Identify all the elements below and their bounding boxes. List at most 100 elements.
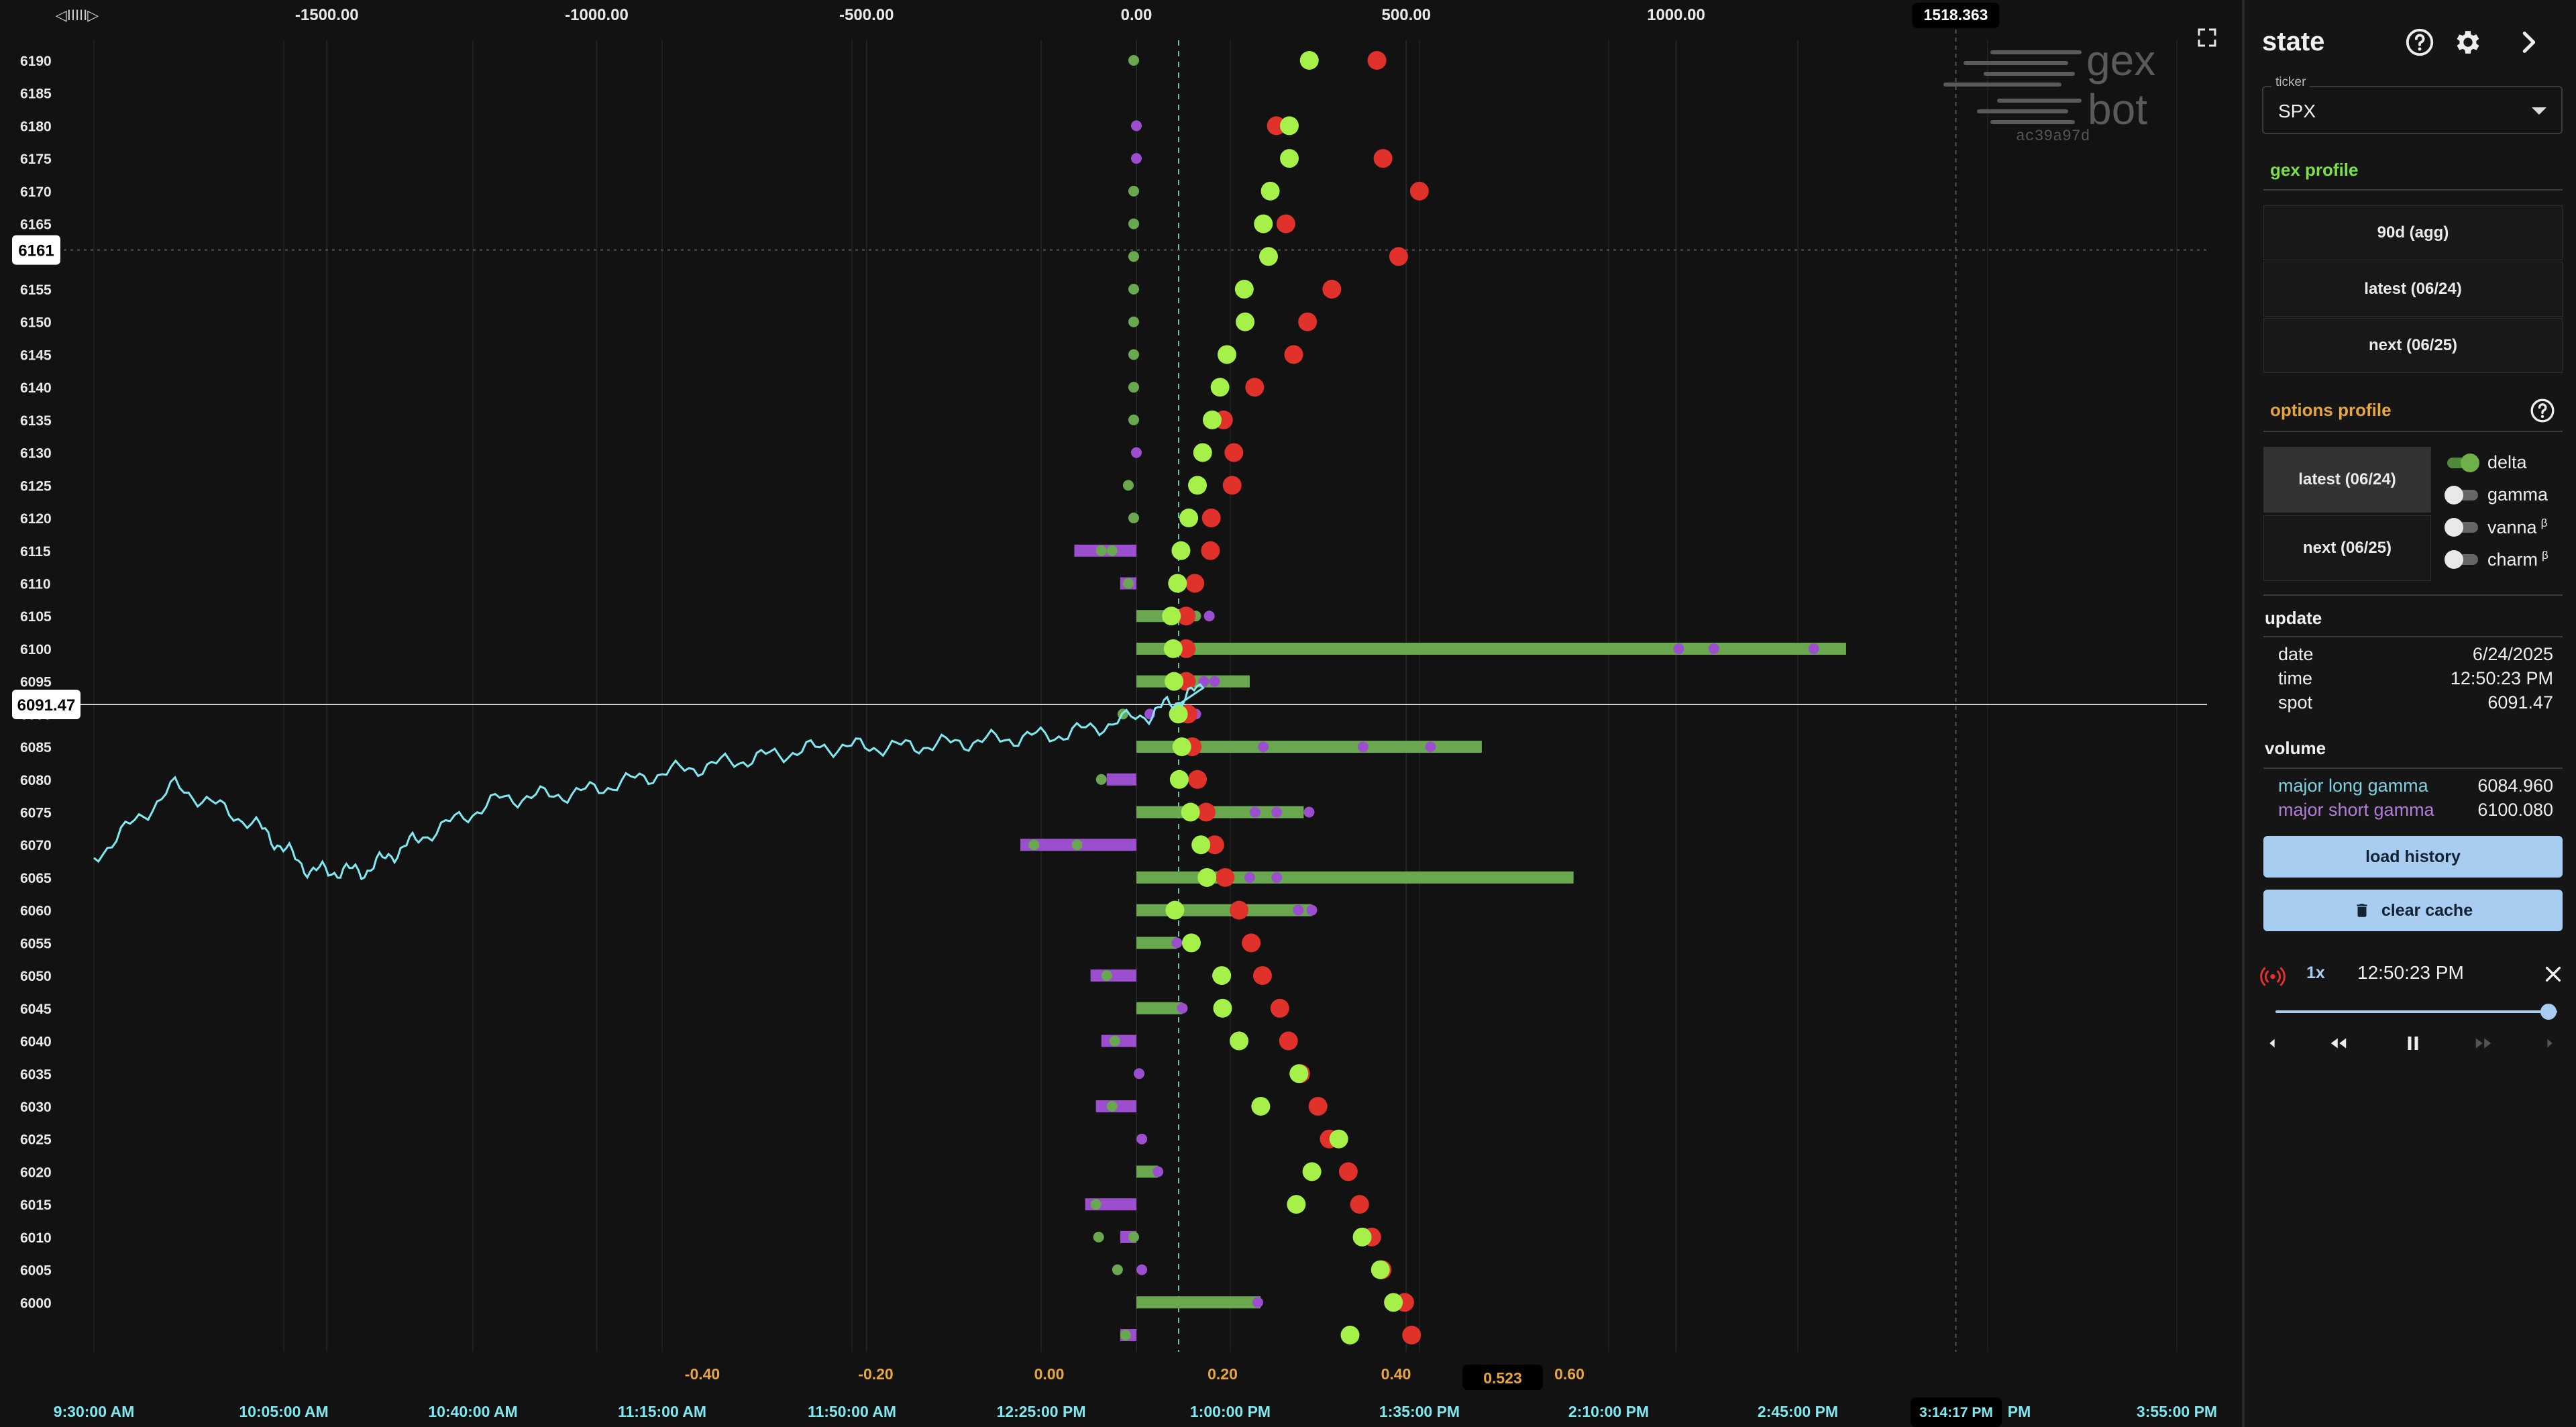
gamma-volume-dot	[1131, 120, 1142, 131]
call-delta-dot	[1384, 1293, 1403, 1312]
put-delta-dot	[1267, 116, 1286, 136]
fullscreen-icon[interactable]	[2195, 25, 2219, 50]
strike-label: 6105	[20, 609, 52, 625]
chart-canvas[interactable]: -1500.00 -1000.00 -500.00 0.00 500.00 1000.00…	[0, 0, 2241, 1427]
toggle-gamma-label: gamma	[2487, 484, 2548, 505]
toggle-vanna[interactable]: vanna β	[2445, 513, 2565, 539]
state-panel: state SPX ticker gex profile 90d (agg) l…	[2242, 0, 2576, 1427]
update-date-row: date 6/24/2025	[2278, 644, 2553, 665]
call-delta-dot	[1213, 998, 1232, 1018]
playback-slider-track[interactable]	[2275, 1004, 2557, 1020]
clear-cache-button[interactable]: clear cache	[2263, 890, 2563, 931]
call-delta-dot	[1165, 900, 1185, 920]
call-delta-dot	[1197, 867, 1217, 887]
gamma-volume-dot	[1271, 806, 1283, 818]
settings-gear-icon[interactable]	[2453, 27, 2483, 58]
load-history-button[interactable]: load history	[2263, 836, 2563, 878]
call-delta-dot	[1254, 214, 1273, 233]
options-next-button[interactable]: next (06/25)	[2263, 515, 2431, 581]
delta-axis-tick-label: -0.20	[858, 1365, 893, 1383]
strike-label: 6070	[20, 838, 52, 853]
call-delta-dot	[1217, 345, 1236, 364]
call-delta-dot	[1371, 1260, 1390, 1279]
strike-label: 6055	[20, 936, 52, 951]
gamma-volume-dot	[1131, 153, 1142, 164]
update-spot-row: spot 6091.47	[2278, 692, 2553, 713]
pause-icon[interactable]	[2403, 1033, 2423, 1053]
divider	[2263, 594, 2563, 596]
strike-label: 6125	[20, 478, 52, 494]
call-delta-dot	[1302, 1162, 1322, 1181]
dropdown-caret-icon	[2532, 107, 2546, 115]
gamma-volume-dot	[1122, 578, 1134, 589]
gex-profile-latest-button[interactable]: latest (06/24)	[2263, 262, 2563, 317]
call-delta-dot	[1169, 770, 1189, 789]
top-axis-marker: 1518.363	[1924, 6, 1988, 23]
gamma-volume-dot	[1122, 480, 1134, 491]
major-short-gamma-value: 6100.080	[2477, 800, 2553, 820]
strike-label: 6150	[20, 315, 52, 331]
help-icon[interactable]	[2404, 27, 2435, 58]
chevron-right-icon[interactable]	[2513, 27, 2544, 58]
playback-controls: 1x 12:50:23 PM	[2245, 953, 2576, 1073]
delta-axis-tick-label: 0.00	[1034, 1365, 1065, 1383]
step-forward-icon[interactable]	[2542, 1036, 2557, 1051]
update-time-value: 12:50:23 PM	[2450, 668, 2553, 688]
top-axis-tick-label: -500.00	[839, 6, 894, 24]
gex-bar	[1136, 1165, 1159, 1178]
call-delta-dot	[1210, 378, 1230, 397]
gamma-volume-dot	[1708, 643, 1719, 654]
toggle-delta[interactable]: delta	[2445, 448, 2565, 475]
call-delta-dot	[1329, 1129, 1348, 1149]
gamma-volume-dot	[1673, 643, 1684, 654]
strike-label: 6020	[20, 1165, 52, 1180]
toggle-gamma[interactable]: gamma	[2445, 480, 2565, 507]
ticker-select[interactable]: SPX	[2262, 86, 2563, 134]
gex-chart[interactable]: -1500.00 -1000.00 -500.00 0.00 500.00 1000.00…	[0, 0, 2241, 1427]
strike-label: 6135	[20, 413, 52, 429]
put-delta-dot	[1402, 1326, 1421, 1344]
price-line	[93, 683, 1205, 881]
call-delta-dot	[1212, 966, 1232, 986]
time-axis-marker: 3:14:17 PM	[1919, 1405, 1993, 1420]
strike-label: 6080	[20, 773, 52, 788]
gamma-volume-dot	[1128, 185, 1139, 197]
playback-time: 12:50:23 PM	[2357, 962, 2464, 983]
time-axis-tick-label: 1:35:00 PM	[1379, 1403, 1460, 1420]
toggle-delta-label: delta	[2487, 452, 2527, 472]
strike-label: 6015	[20, 1198, 52, 1213]
gamma-volume-dot	[1093, 1231, 1104, 1243]
playback-speed-button[interactable]: 1x	[2306, 963, 2325, 982]
gamma-volume-dot	[1128, 316, 1139, 327]
gamma-volume-dot	[1128, 1231, 1139, 1243]
logo-text-gex: gex	[2086, 36, 2155, 85]
gex-profile-next-button[interactable]: next (06/25)	[2263, 318, 2563, 373]
gex-profile-90d-button[interactable]: 90d (agg)	[2263, 205, 2563, 260]
divider	[2263, 431, 2563, 432]
gamma-volume-dot	[1152, 1166, 1164, 1177]
gamma-volume-dot	[1293, 904, 1304, 916]
playback-slider-handle[interactable]	[2540, 1004, 2557, 1020]
live-broadcast-icon[interactable]	[2259, 962, 2286, 989]
gex-bar	[1090, 969, 1136, 982]
put-delta-dot	[1367, 51, 1387, 70]
call-delta-dot	[1172, 737, 1191, 757]
gamma-volume-dot	[1095, 774, 1107, 785]
gamma-volume-dot	[1109, 1035, 1120, 1047]
fast-forward-icon[interactable]	[2471, 1033, 2496, 1053]
toggle-charm[interactable]: charm β	[2445, 545, 2565, 572]
ticker-value: SPX	[2278, 101, 2316, 121]
options-latest-button[interactable]: latest (06/24)	[2263, 447, 2431, 513]
toggle-charm-label: charm	[2487, 549, 2538, 570]
time-axis-tick-label: 11:50:00 AM	[808, 1403, 896, 1420]
gamma-volume-dot	[1171, 937, 1183, 949]
close-icon[interactable]	[2542, 963, 2564, 985]
options-help-icon[interactable]	[2529, 397, 2556, 424]
gamma-volume-dot	[1128, 349, 1139, 360]
strike-label: 6110	[20, 576, 51, 592]
gamma-volume-dot	[1128, 55, 1139, 66]
step-back-icon[interactable]	[2265, 1036, 2279, 1051]
clear-cache-label: clear cache	[2381, 900, 2473, 920]
rewind-icon[interactable]	[2326, 1033, 2351, 1053]
call-delta-dot	[1289, 1064, 1309, 1084]
